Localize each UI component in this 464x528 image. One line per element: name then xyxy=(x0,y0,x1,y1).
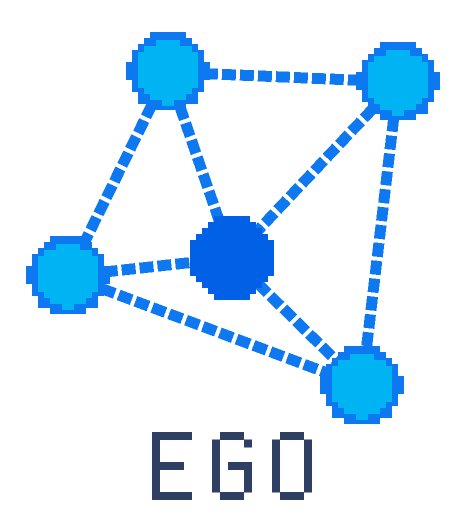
node-bottom-right xyxy=(320,346,404,424)
wordmark: EGO xyxy=(152,432,312,500)
node-left xyxy=(26,236,110,314)
edge-left-to-bottom-right xyxy=(66,270,364,392)
wordmark-letter-e xyxy=(152,432,192,500)
node-top-left-fill xyxy=(138,40,198,106)
node-bottom-right-fill xyxy=(332,354,392,420)
node-center-core xyxy=(190,216,274,300)
node-top-right xyxy=(356,42,440,120)
node-top-right-fill xyxy=(368,50,428,116)
edge-top-right-to-bottom-right xyxy=(356,81,404,387)
network-nodes xyxy=(26,32,440,424)
node-left-fill xyxy=(38,244,98,310)
node-center xyxy=(190,216,274,300)
wordmark-letter-g xyxy=(212,432,252,500)
wordmark-letter-o xyxy=(272,432,312,500)
node-top-left xyxy=(126,32,210,110)
